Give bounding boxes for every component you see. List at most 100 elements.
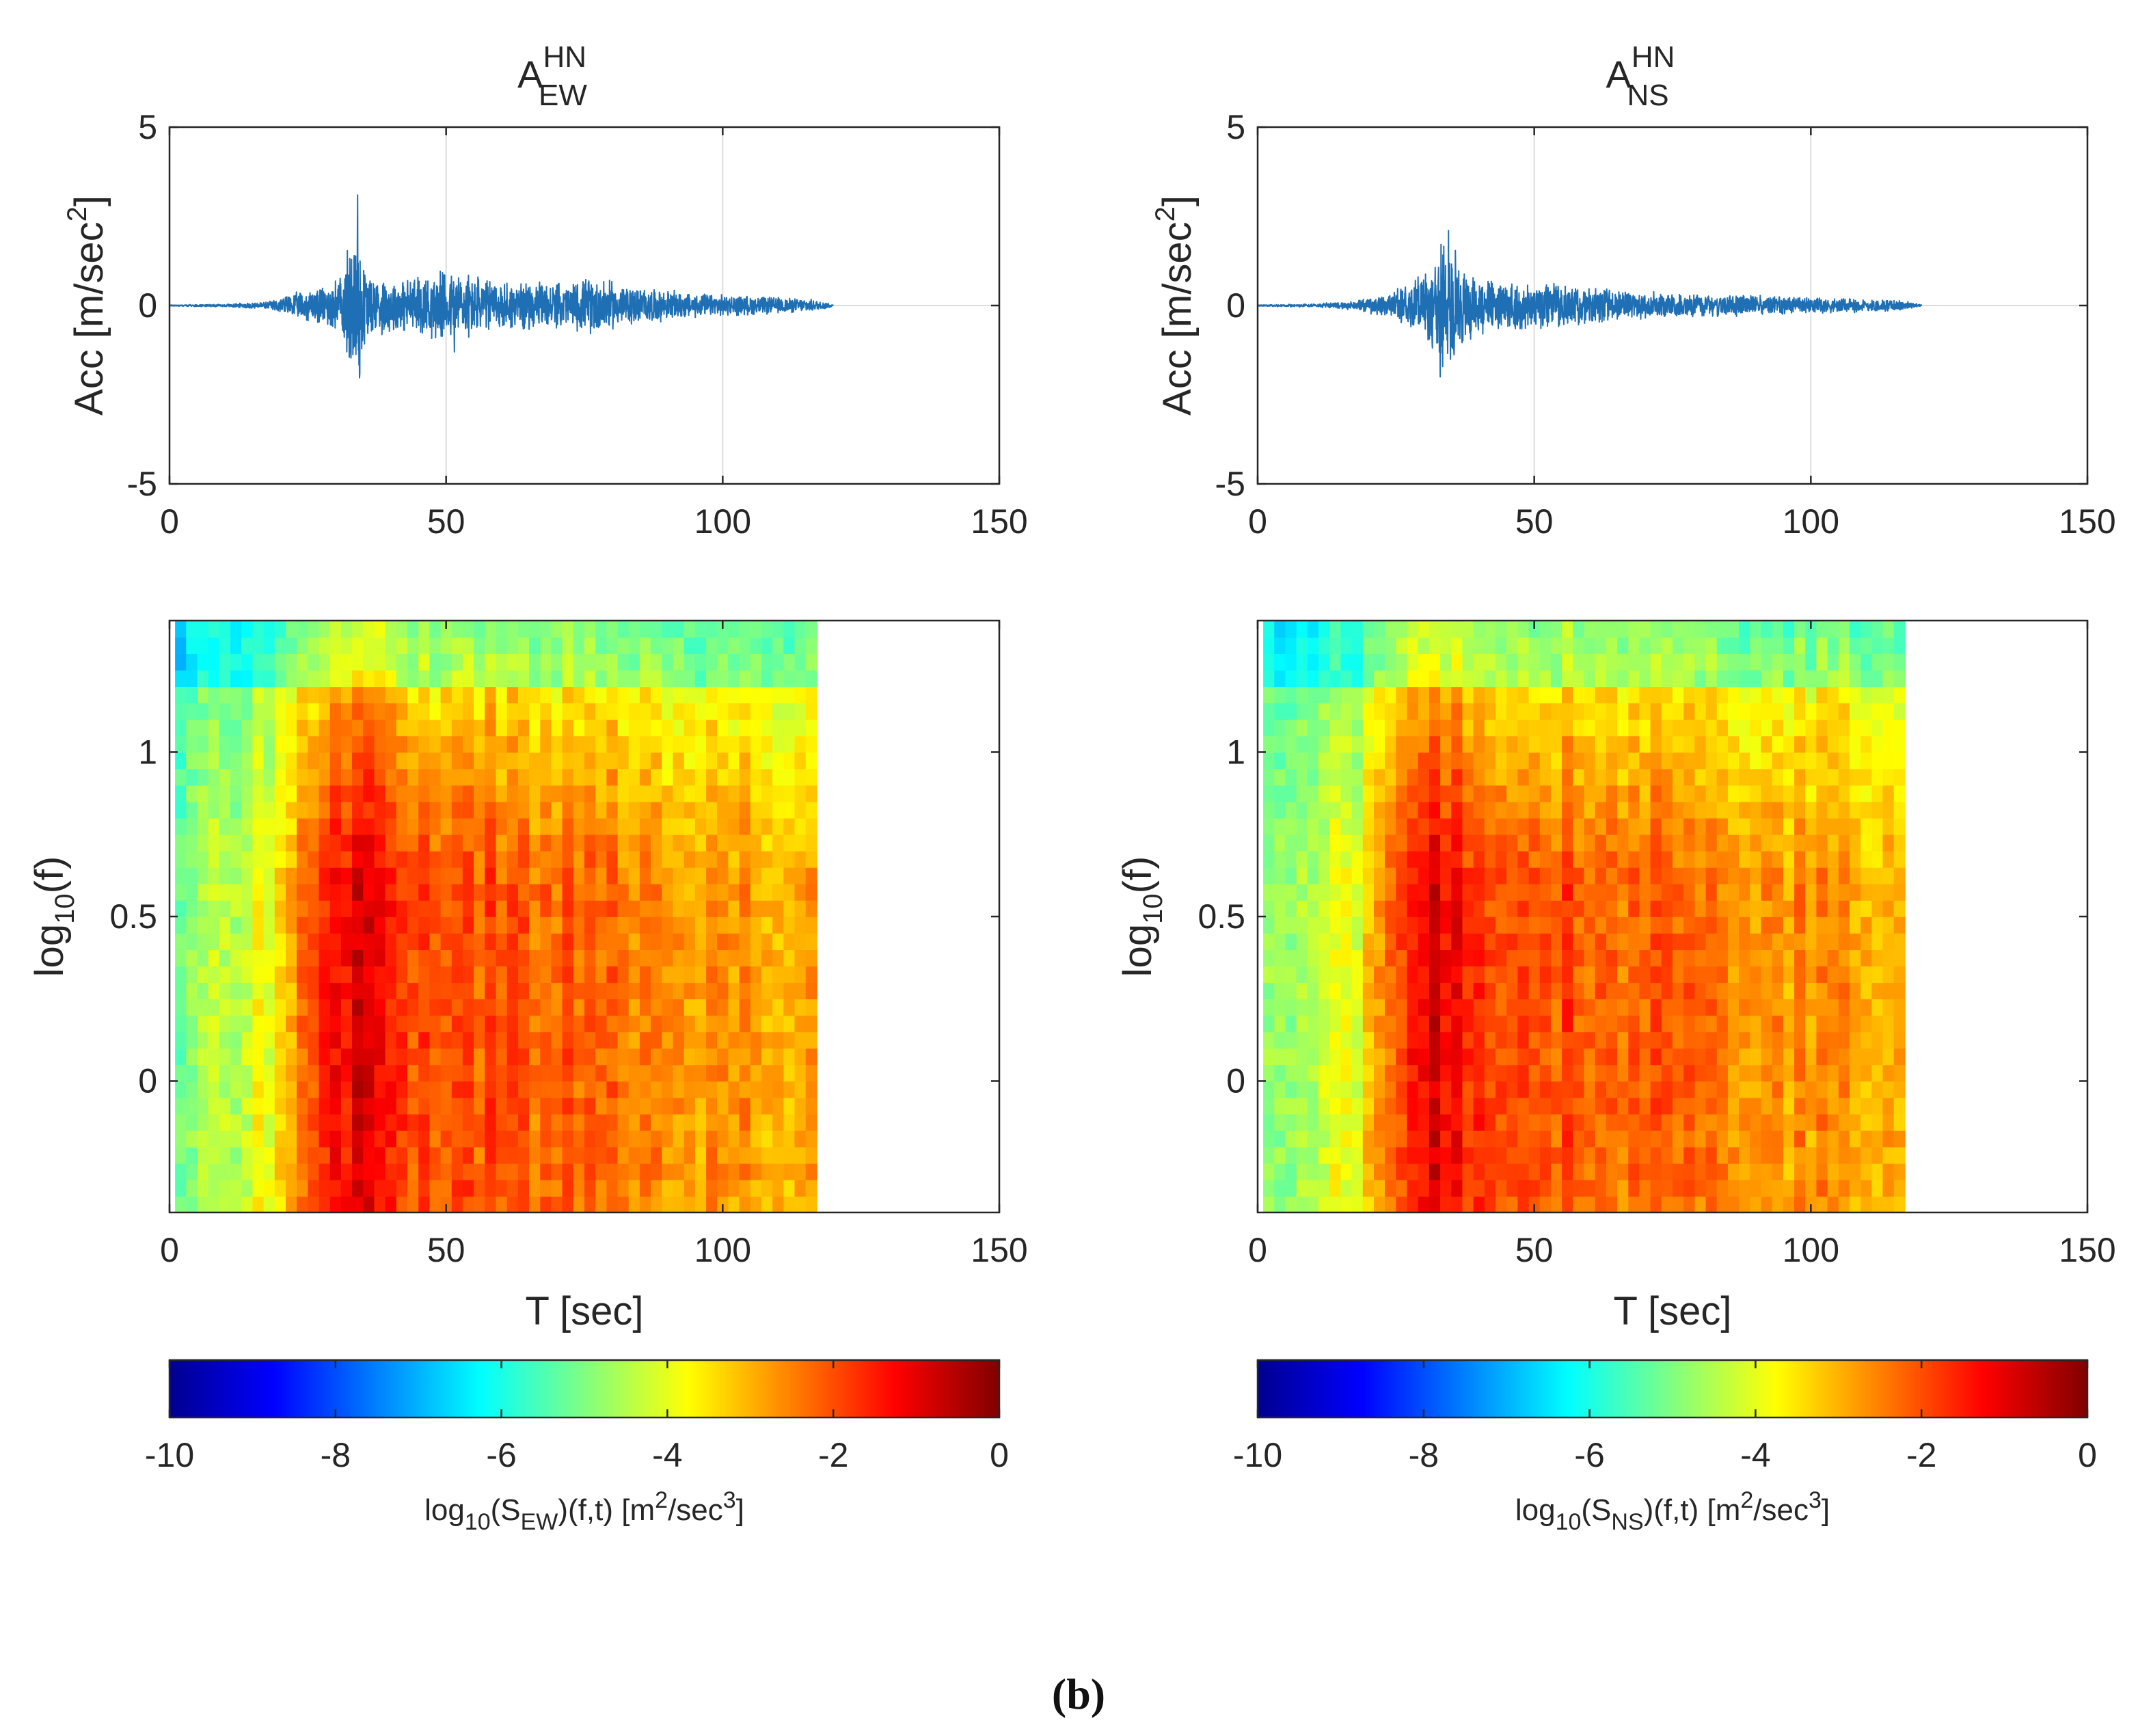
ns-spec-cell bbox=[1550, 1015, 1562, 1033]
ns-spec-cell bbox=[1694, 1163, 1707, 1180]
ns-spec-cell bbox=[1418, 917, 1430, 934]
ew-spec-cell bbox=[517, 917, 530, 934]
ew-spec-cell bbox=[219, 933, 231, 950]
ew-spec-cell bbox=[485, 1195, 497, 1213]
ew-spec-cell bbox=[319, 982, 331, 1000]
ew-spec-cell bbox=[286, 686, 297, 704]
ns-spec-cell bbox=[1805, 1031, 1817, 1049]
ew-spec-cell bbox=[639, 768, 651, 786]
ns-spec-cell bbox=[1396, 1179, 1408, 1197]
ew-spec-cell bbox=[496, 966, 508, 984]
ns-spec-cell bbox=[1694, 1113, 1707, 1131]
ns-spec-cell bbox=[1761, 785, 1773, 802]
ns-spec-cell bbox=[1550, 917, 1562, 934]
ew-spec-cell bbox=[219, 966, 231, 984]
ns-spec-cell bbox=[1539, 850, 1552, 868]
ns-spec-cell bbox=[1805, 1064, 1817, 1082]
ns-spec-cell bbox=[1318, 1048, 1330, 1066]
ns-spec-cell bbox=[1374, 719, 1385, 737]
ns-spec-cell bbox=[1860, 653, 1873, 670]
ns-spec-cell bbox=[1683, 834, 1696, 852]
ns-spec-cell bbox=[1893, 1179, 1906, 1197]
ew-spec-cell bbox=[208, 1031, 220, 1049]
ns-spec-cell bbox=[1528, 850, 1541, 868]
ns-spec-cell bbox=[1683, 785, 1696, 802]
ew-spec-cell bbox=[175, 933, 187, 950]
ew-spec-cell bbox=[230, 621, 242, 638]
ew-spec-cell bbox=[684, 768, 696, 786]
ns-spec-cell bbox=[1639, 1081, 1651, 1098]
ew-spec-cell bbox=[772, 1015, 785, 1033]
ns-spec-cell bbox=[1385, 1163, 1397, 1180]
ns-spec-cell bbox=[1451, 1097, 1463, 1115]
ew-spec-cell bbox=[694, 1031, 707, 1049]
ns-spec-cell bbox=[1351, 883, 1364, 901]
ew-spec-cell bbox=[208, 999, 220, 1016]
ew-spec-cell bbox=[396, 899, 408, 917]
ns-spec-cell bbox=[1451, 949, 1463, 966]
ns-spec-cell bbox=[1816, 719, 1828, 737]
ns-spec-cell bbox=[1473, 817, 1485, 835]
ns-spec-cell bbox=[1893, 801, 1906, 819]
cbar-label-sup2: 3 bbox=[1809, 1487, 1822, 1513]
ew-spec-cell bbox=[794, 834, 807, 852]
ew-spec-cell bbox=[717, 1031, 729, 1049]
ew-spec-cell bbox=[340, 1195, 353, 1213]
ew-spec-cell bbox=[639, 1195, 651, 1213]
ns-spec-cell bbox=[1595, 1179, 1607, 1197]
ew-spec-cell bbox=[595, 621, 608, 638]
ns-spec-cell bbox=[1351, 719, 1364, 737]
ns-spec-cell bbox=[1296, 834, 1308, 852]
ns-spec-cell bbox=[1683, 1163, 1696, 1180]
ns-spec-cell bbox=[1860, 850, 1873, 868]
ns-spec-cell bbox=[1263, 867, 1275, 884]
ew-spec-cell bbox=[750, 817, 762, 835]
ew-spec-cell bbox=[673, 917, 685, 934]
ns-spec-cell bbox=[1374, 1163, 1385, 1180]
ew-spec-cell bbox=[286, 949, 297, 966]
ew-spec-cell bbox=[739, 817, 751, 835]
ew-spec-cell bbox=[440, 1064, 452, 1082]
ns-spec-cell bbox=[1550, 1113, 1562, 1131]
ew-spec-cell bbox=[551, 1097, 563, 1115]
ew-spec-cell bbox=[496, 1195, 508, 1213]
ns-spec-cell bbox=[1683, 966, 1696, 984]
ns-spec-cell bbox=[1694, 768, 1707, 786]
ew-spec-cell bbox=[485, 999, 497, 1016]
ew-spec-cell bbox=[706, 801, 718, 819]
ns-spec-cell bbox=[1716, 670, 1729, 688]
ew-colorbar-frame bbox=[168, 1359, 1001, 1419]
ew-spec-cell bbox=[407, 899, 419, 917]
ns-spec-cell bbox=[1528, 1179, 1541, 1197]
ns-spec-cell bbox=[1396, 982, 1408, 1000]
ew-spec-cell bbox=[529, 1163, 541, 1180]
ew-spec-cell bbox=[706, 686, 718, 704]
ns-spec-cell bbox=[1650, 867, 1662, 884]
ew-spec-cell bbox=[474, 817, 486, 835]
ns-spec-cell bbox=[1528, 801, 1541, 819]
ew-spec-cell bbox=[230, 752, 242, 770]
ew-spec-cell bbox=[805, 917, 817, 934]
ns-spec-cell bbox=[1584, 1163, 1596, 1180]
ns-spec-cell bbox=[1673, 1064, 1684, 1082]
ns-spec-cell bbox=[1827, 899, 1839, 917]
ew-spec-cell bbox=[617, 735, 630, 753]
ns-spec-cell bbox=[1739, 817, 1751, 835]
ew-spec-cell bbox=[329, 670, 342, 688]
ew-spec-cell bbox=[794, 719, 807, 737]
ew-spec-cell bbox=[418, 752, 431, 770]
ew-spec-cell bbox=[662, 637, 674, 654]
ew-spec-cell bbox=[485, 917, 497, 934]
ns-spec-cell bbox=[1850, 817, 1861, 835]
ns-spec-cell bbox=[1683, 1064, 1696, 1082]
ns-spec-cell bbox=[1496, 834, 1507, 852]
ew-spec-cell bbox=[717, 686, 729, 704]
ew-spec-cell bbox=[728, 621, 740, 638]
ns-spec-cell bbox=[1484, 1031, 1496, 1049]
ns-spec-cell bbox=[1750, 1146, 1762, 1164]
ew-spec-cell bbox=[274, 1048, 286, 1066]
title-sup: HN bbox=[543, 40, 586, 74]
ew-spec-cell bbox=[728, 637, 740, 654]
ew-spec-cell bbox=[286, 899, 297, 917]
ew-spec-cell bbox=[297, 850, 309, 868]
